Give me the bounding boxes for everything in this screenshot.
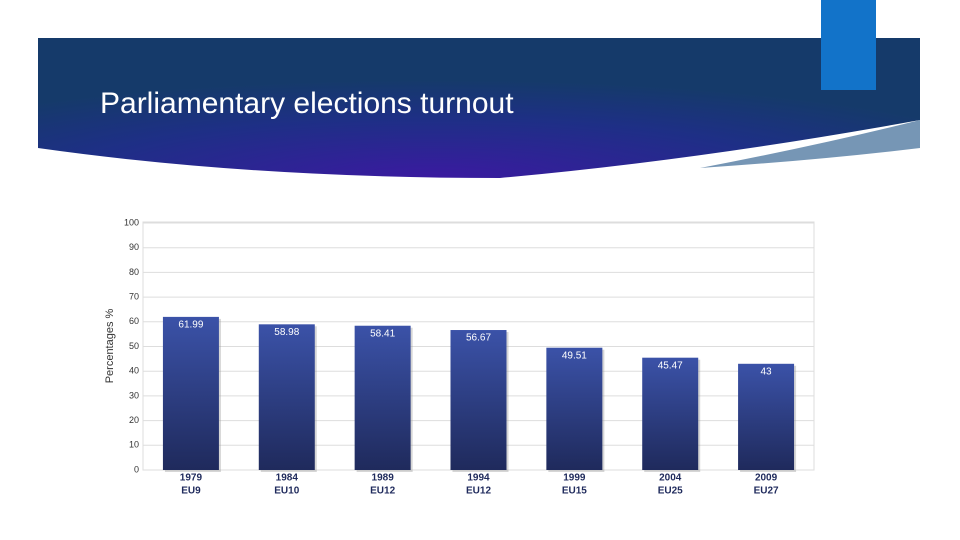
value-label: 61.99: [178, 320, 203, 331]
x-tick-label: 1989: [372, 473, 395, 484]
y-tick-label: 80: [129, 267, 139, 277]
x-tick-sublabel: EU25: [658, 486, 683, 497]
x-tick-sublabel: EU15: [562, 486, 587, 497]
corner-block: [821, 0, 876, 90]
y-tick-label: 40: [129, 366, 139, 376]
x-tick-sublabel: EU12: [370, 486, 395, 497]
banner-accent: [700, 120, 920, 168]
value-label: 58.98: [274, 327, 299, 338]
x-tick-label: 1999: [563, 473, 586, 484]
y-tick-label: 0: [134, 464, 139, 474]
banner: [38, 38, 920, 178]
value-label: 45.47: [658, 360, 683, 371]
x-tick-label: 1994: [467, 473, 490, 484]
y-tick-label: 70: [129, 291, 139, 301]
y-tick-label: 90: [129, 242, 139, 252]
value-label: 43: [761, 366, 773, 377]
x-tick-label: 1979: [180, 473, 203, 484]
value-label: 49.51: [562, 350, 587, 361]
y-tick-label: 100: [124, 217, 139, 227]
x-tick-label: 1984: [276, 473, 299, 484]
x-tick-label: 2009: [755, 473, 778, 484]
bar: [258, 324, 315, 470]
x-tick-sublabel: EU9: [181, 486, 201, 497]
y-tick-label: 10: [129, 440, 139, 450]
x-tick-sublabel: EU27: [754, 486, 779, 497]
x-tick-sublabel: EU12: [466, 486, 491, 497]
bar: [642, 357, 699, 470]
y-tick-label: 60: [129, 316, 139, 326]
value-label: 58.41: [370, 328, 395, 339]
bar: [738, 363, 795, 470]
value-label: 56.67: [466, 333, 491, 344]
y-tick-label: 20: [129, 415, 139, 425]
bar: [450, 330, 507, 470]
x-tick-label: 2004: [659, 473, 682, 484]
bar: [546, 347, 603, 470]
x-tick-sublabel: EU10: [274, 486, 299, 497]
slide-title: Parliamentary elections turnout: [100, 87, 514, 120]
y-tick-label: 30: [129, 390, 139, 400]
bar: [162, 316, 219, 470]
bar: [354, 325, 411, 470]
y-tick-label: 50: [129, 341, 139, 351]
y-axis-label: Percentages %: [104, 308, 116, 383]
